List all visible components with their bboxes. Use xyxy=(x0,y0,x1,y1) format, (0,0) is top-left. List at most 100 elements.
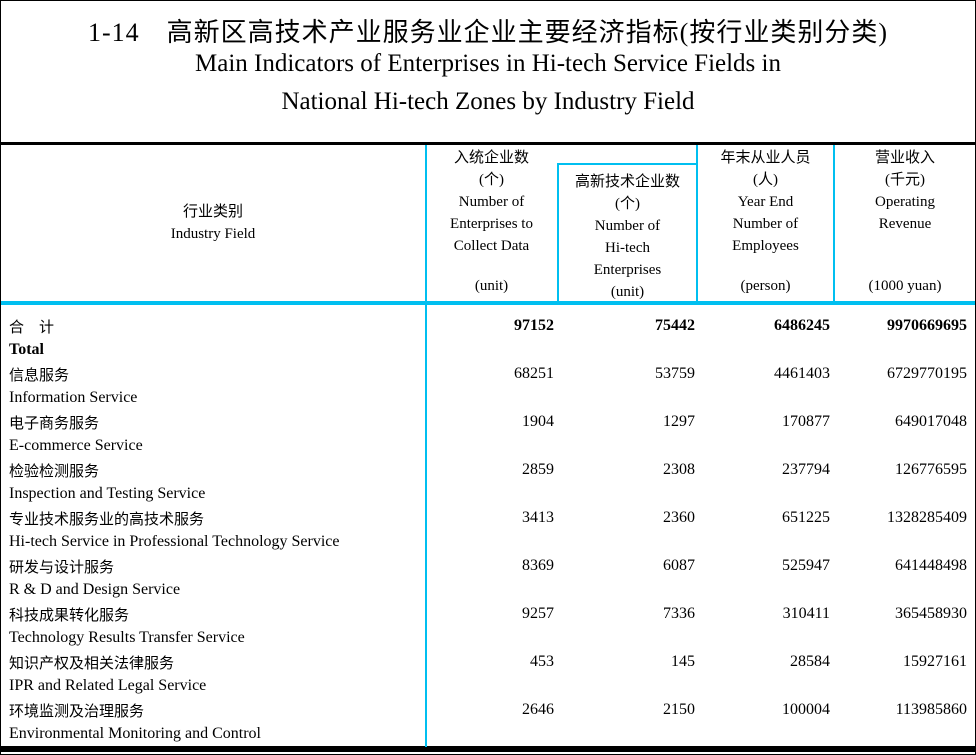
header-bottom-rule xyxy=(1,301,975,305)
header-line: Number of xyxy=(594,218,661,234)
header-line: 入统企业数 xyxy=(453,150,529,166)
header-line: Year End xyxy=(737,194,794,210)
page-title-cn: 1-14 高新区高技术产业服务业企业主要经济指标(按行业类别分类) xyxy=(88,18,888,47)
header-line: Operating xyxy=(875,194,935,210)
row-value: 453 xyxy=(530,653,554,670)
row-value: 1904 xyxy=(522,413,554,430)
row-value: 237794 xyxy=(782,461,830,478)
row-label-cn: 科技成果转化服务 xyxy=(9,607,130,624)
page-title-en-line1: Main Indicators of Enterprises in Hi-tec… xyxy=(195,50,781,77)
table-row: 电子商务服务 1904 1297 170877 649017048 E-comm… xyxy=(1,410,975,458)
divider-col1-col2 xyxy=(425,145,427,747)
row-label-cn: 研发与设计服务 xyxy=(9,559,115,576)
table-row: 研发与设计服务 8369 6087 525947 641448498 R & D… xyxy=(1,554,975,602)
row-value: 145 xyxy=(671,653,695,670)
row-value: 97152 xyxy=(514,317,554,334)
row-label-cn: 专业技术服务业的高技术服务 xyxy=(9,511,205,528)
header-line: (千元) xyxy=(884,172,925,188)
header-industry-cn: 行业类别 xyxy=(182,204,243,220)
row-value: 525947 xyxy=(782,557,830,574)
row-value: 6486245 xyxy=(774,317,830,334)
header-line: Hi-tech xyxy=(605,240,650,256)
row-label-en: Inspection and Testing Service xyxy=(9,485,206,502)
row-value: 170877 xyxy=(782,413,830,430)
table-row: 科技成果转化服务 9257 7336 310411 365458930 Tech… xyxy=(1,602,975,650)
row-value: 113985860 xyxy=(895,701,967,718)
divider-col4-col5 xyxy=(833,145,835,301)
row-value: 310411 xyxy=(782,605,830,622)
row-value: 53759 xyxy=(655,365,695,382)
table-top-border xyxy=(1,142,975,145)
row-label-en: Total xyxy=(9,341,44,358)
column-header-year-end-employees: 年末从业人员 (人) Year End Number of Employees … xyxy=(698,147,833,302)
column-header-operating-revenue: 营业收入 (千元) Operating Revenue (1000 yuan) xyxy=(835,147,975,302)
header-industry-en: Industry Field xyxy=(170,226,256,242)
row-value: 68251 xyxy=(514,365,554,382)
row-label-cn: 信息服务 xyxy=(9,367,70,384)
row-value: 9970669695 xyxy=(887,317,967,334)
row-label-cn: 检验检测服务 xyxy=(9,463,100,480)
table-row: 信息服务 68251 53759 4461403 6729770195 Info… xyxy=(1,362,975,410)
row-value: 6729770195 xyxy=(887,365,967,382)
row-value: 365458930 xyxy=(895,605,967,622)
table-row: 环境监测及治理服务 2646 2150 100004 113985860 Env… xyxy=(1,698,975,746)
row-value: 641448498 xyxy=(895,557,967,574)
header-unit: (1000 yuan) xyxy=(868,278,942,294)
row-value: 2150 xyxy=(663,701,695,718)
row-value: 2308 xyxy=(663,461,695,478)
row-value: 28584 xyxy=(790,653,830,670)
row-value: 649017048 xyxy=(895,413,967,430)
row-value: 2859 xyxy=(522,461,554,478)
header-line: Revenue xyxy=(878,216,932,232)
row-value: 4461403 xyxy=(774,365,830,382)
row-value: 100004 xyxy=(782,701,830,718)
header-unit: (person) xyxy=(740,278,791,294)
row-value: 1328285409 xyxy=(887,509,967,526)
row-value: 1297 xyxy=(663,413,695,430)
row-label-cn: 知识产权及相关法律服务 xyxy=(9,655,175,672)
header-line: Enterprises xyxy=(593,262,662,278)
row-label-en: Technology Results Transfer Service xyxy=(9,629,245,646)
row-value: 6087 xyxy=(663,557,695,574)
row-value: 126776595 xyxy=(895,461,967,478)
table-body: 合 计 97152 75442 6486245 9970669695 Total… xyxy=(1,306,975,746)
row-label-cn: 合 计 xyxy=(9,319,55,336)
table-bottom-border xyxy=(1,746,975,752)
header-line: 年末从业人员 xyxy=(720,150,811,166)
row-value: 75442 xyxy=(655,317,695,334)
header-line: Collect Data xyxy=(453,238,530,254)
row-value: 15927161 xyxy=(903,653,967,670)
column-header-hitech-enterprises: 高新技术企业数 (个) Number of Hi-tech Enterprise… xyxy=(559,171,696,302)
table-row: 检验检测服务 2859 2308 237794 126776595 Inspec… xyxy=(1,458,975,506)
table-row: 知识产权及相关法律服务 453 145 28584 15927161 IPR a… xyxy=(1,650,975,698)
row-label-cn: 电子商务服务 xyxy=(9,415,100,432)
row-value: 651225 xyxy=(782,509,830,526)
header-unit: (unit) xyxy=(474,278,509,294)
row-label-en: IPR and Related Legal Service xyxy=(9,677,207,694)
header-line: (人) xyxy=(752,172,778,188)
row-value: 3413 xyxy=(522,509,554,526)
row-value: 2646 xyxy=(522,701,554,718)
header-line: 高新技术企业数 xyxy=(574,174,680,190)
row-label-en: Hi-tech Service in Professional Technolo… xyxy=(9,533,340,550)
column-header-industry-field: 行业类别 Industry Field xyxy=(1,145,425,301)
row-label-en: R & D and Design Service xyxy=(9,581,181,598)
row-value: 2360 xyxy=(663,509,695,526)
row-label-en: E-commerce Service xyxy=(9,437,143,454)
header-line: (个) xyxy=(614,196,640,212)
row-label-en: Information Service xyxy=(9,389,138,406)
header-line: (个) xyxy=(479,172,504,188)
row-value: 8369 xyxy=(522,557,554,574)
header-line: Number of xyxy=(732,216,799,232)
row-value: 7336 xyxy=(663,605,695,622)
header-line: 营业收入 xyxy=(874,150,935,166)
header-line: Enterprises to xyxy=(450,216,533,232)
table-row: 专业技术服务业的高技术服务 3413 2360 651225 132828540… xyxy=(1,506,975,554)
hitech-column-box xyxy=(557,163,698,302)
row-label-en: Environmental Monitoring and Control xyxy=(9,725,261,742)
header-unit: (unit) xyxy=(610,284,645,300)
row-value: 9257 xyxy=(522,605,554,622)
column-header-enterprises-collect-data: 入统企业数 (个) Number of Enterprises to Colle… xyxy=(427,147,556,302)
page-title-en-line2: National Hi-tech Zones by Industry Field xyxy=(281,88,695,115)
